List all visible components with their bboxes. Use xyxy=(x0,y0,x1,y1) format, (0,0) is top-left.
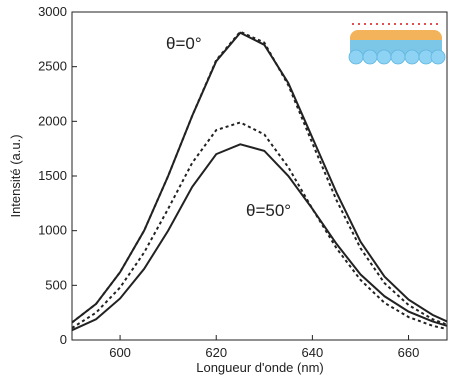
x-tick-label: 600 xyxy=(109,345,131,360)
annotation: θ=50° xyxy=(246,201,291,220)
data-line xyxy=(71,31,448,324)
annotation: θ=0° xyxy=(166,34,202,53)
y-tick-label: 0 xyxy=(60,332,67,347)
x-tick-label: 620 xyxy=(205,345,227,360)
y-tick-label: 2000 xyxy=(38,113,67,128)
y-tick-label: 1000 xyxy=(38,223,67,238)
x-axis-label: Longueur d'onde (nm) xyxy=(196,360,324,375)
y-tick-label: 2500 xyxy=(38,59,67,74)
x-tick-label: 640 xyxy=(302,345,324,360)
y-tick-label: 500 xyxy=(45,277,67,292)
x-tick-label: 660 xyxy=(398,345,420,360)
data-line xyxy=(71,143,448,332)
data-line xyxy=(71,30,448,326)
plot-frame xyxy=(71,11,448,341)
y-axis-label: Intensité (a.u.) xyxy=(8,134,23,217)
inset-illustration xyxy=(348,23,446,65)
y-tick-label: 1500 xyxy=(38,168,67,183)
y-tick-label: 3000 xyxy=(38,4,67,19)
data-line xyxy=(71,121,448,331)
